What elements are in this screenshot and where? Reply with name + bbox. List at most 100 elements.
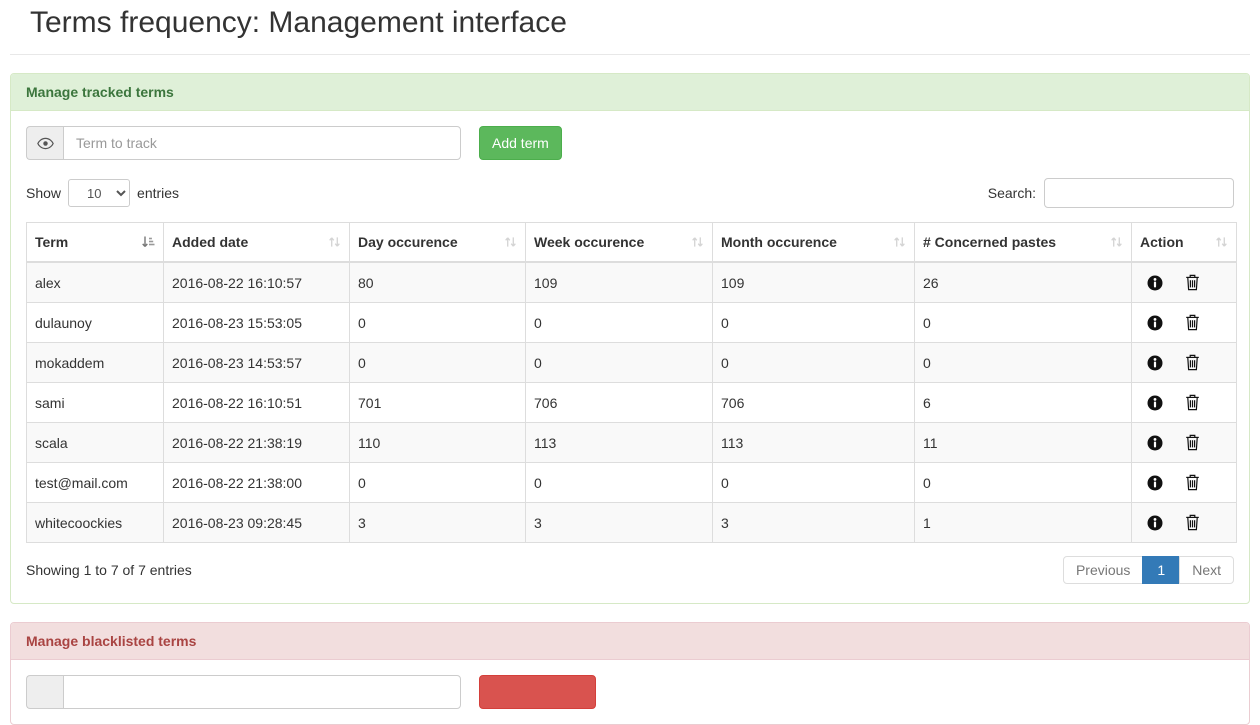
cell-concerned-pastes: 0 (914, 302, 1132, 343)
cell-added-date: 2016-08-22 16:10:57 (163, 261, 350, 303)
table-row: dulaunoy 2016-08-23 15:53:05 0 0 0 0 (26, 302, 1237, 343)
cell-week-occurence: 109 (525, 261, 713, 303)
term-info-button[interactable] (1147, 395, 1163, 411)
blacklist-term-input[interactable] (63, 675, 461, 709)
cell-day-occurence: 0 (349, 302, 526, 343)
cell-week-occurence: 0 (525, 302, 713, 343)
column-header-month-occurence[interactable]: Month occurence (712, 222, 915, 263)
sort-both-icon (893, 236, 906, 249)
table-row: test@mail.com 2016-08-22 21:38:00 0 0 0 0 (26, 462, 1237, 503)
cell-month-occurence: 0 (712, 302, 915, 343)
column-header-concerned-pastes[interactable]: # Concerned pastes (914, 222, 1132, 263)
pagination-next-button[interactable]: Next (1179, 556, 1234, 584)
term-input-group (26, 126, 461, 160)
cell-day-occurence: 80 (349, 261, 526, 303)
cell-action (1131, 261, 1237, 303)
divider (10, 54, 1250, 55)
tracked-terms-panel-body: Add term Show 10 entries Search: (11, 111, 1249, 603)
table-row: whitecoockies 2016-08-23 09:28:45 3 3 3 1 (26, 502, 1237, 543)
column-header-term[interactable]: Term (26, 222, 164, 263)
cell-month-occurence: 109 (712, 261, 915, 303)
table-controls: Show 10 entries Search: (26, 178, 1234, 208)
eye-icon (26, 126, 63, 160)
term-info-button[interactable] (1147, 515, 1163, 531)
cell-day-occurence: 701 (349, 382, 526, 423)
delete-term-button[interactable] (1185, 354, 1200, 371)
blacklist-term-row (26, 675, 1234, 709)
search-label: Search: (987, 185, 1036, 201)
add-term-button[interactable]: Add term (479, 126, 562, 160)
delete-term-button[interactable] (1185, 474, 1200, 491)
table-footer: Showing 1 to 7 of 7 entries Previous 1 N… (26, 556, 1234, 584)
delete-term-button[interactable] (1185, 434, 1200, 451)
cell-added-date: 2016-08-22 21:38:00 (163, 462, 350, 503)
term-to-track-input[interactable] (63, 126, 461, 160)
delete-term-button[interactable] (1185, 394, 1200, 411)
cell-term: scala (26, 422, 164, 463)
column-header-week-occurence[interactable]: Week occurence (525, 222, 713, 263)
cell-added-date: 2016-08-22 21:38:19 (163, 422, 350, 463)
page-container: Terms frequency: Management interface Ma… (0, 6, 1260, 725)
term-info-button[interactable] (1147, 275, 1163, 291)
cell-day-occurence: 0 (349, 462, 526, 503)
table-info-text: Showing 1 to 7 of 7 entries (26, 562, 192, 578)
cell-concerned-pastes: 6 (914, 382, 1132, 423)
blacklist-term-button[interactable] (479, 675, 596, 709)
table-row: mokaddem 2016-08-23 14:53:57 0 0 0 0 (26, 342, 1237, 383)
cell-concerned-pastes: 1 (914, 502, 1132, 543)
table-row: scala 2016-08-22 21:38:19 110 113 113 11 (26, 422, 1237, 463)
cell-added-date: 2016-08-22 16:10:51 (163, 382, 350, 423)
sort-both-icon (504, 236, 517, 249)
term-info-button[interactable] (1147, 435, 1163, 451)
cell-concerned-pastes: 26 (914, 261, 1132, 303)
cell-week-occurence: 706 (525, 382, 713, 423)
delete-term-button[interactable] (1185, 314, 1200, 331)
column-header-action[interactable]: Action (1131, 222, 1237, 263)
cell-action (1131, 382, 1237, 423)
blacklisted-terms-panel: Manage blacklisted terms (10, 622, 1250, 725)
tracked-terms-panel: Manage tracked terms Add term Show 10 (10, 73, 1250, 604)
tracked-terms-table: Term Added date Day occure (26, 222, 1237, 543)
column-header-day-occurence[interactable]: Day occurence (349, 222, 526, 263)
cell-week-occurence: 0 (525, 462, 713, 503)
term-info-button[interactable] (1147, 355, 1163, 371)
table-row: sami 2016-08-22 16:10:51 701 706 706 6 (26, 382, 1237, 423)
delete-term-button[interactable] (1185, 514, 1200, 531)
add-term-row: Add term (26, 126, 1234, 160)
cell-action (1131, 422, 1237, 463)
cell-action (1131, 302, 1237, 343)
cell-added-date: 2016-08-23 14:53:57 (163, 342, 350, 383)
column-header-added-date[interactable]: Added date (163, 222, 350, 263)
search-input[interactable] (1044, 178, 1234, 208)
pagination-previous-button[interactable]: Previous (1062, 556, 1144, 584)
cell-week-occurence: 0 (525, 342, 713, 383)
sort-both-icon (1215, 236, 1228, 249)
sort-both-icon (328, 236, 341, 249)
entries-select[interactable]: 10 (68, 179, 131, 207)
entries-length-control: Show 10 entries (26, 179, 179, 207)
cell-month-occurence: 706 (712, 382, 915, 423)
cell-month-occurence: 3 (712, 502, 915, 543)
cell-concerned-pastes: 0 (914, 462, 1132, 503)
cell-action (1131, 342, 1237, 383)
pagination: Previous 1 Next (1062, 556, 1234, 584)
table-header-row: Term Added date Day occure (26, 222, 1237, 263)
cell-day-occurence: 110 (349, 422, 526, 463)
cell-concerned-pastes: 11 (914, 422, 1132, 463)
term-info-button[interactable] (1147, 315, 1163, 331)
cell-day-occurence: 0 (349, 342, 526, 383)
cell-action (1131, 502, 1237, 543)
cell-term: test@mail.com (26, 462, 164, 503)
delete-term-button[interactable] (1185, 274, 1200, 291)
sort-asc-icon (141, 235, 155, 249)
cell-action (1131, 462, 1237, 503)
cell-week-occurence: 113 (525, 422, 713, 463)
cell-term: whitecoockies (26, 502, 164, 543)
pagination-page-1-button[interactable]: 1 (1142, 556, 1181, 584)
term-info-button[interactable] (1147, 475, 1163, 491)
cell-term: dulaunoy (26, 302, 164, 343)
cell-term: sami (26, 382, 164, 423)
show-label: Show (26, 185, 62, 201)
sort-both-icon (691, 236, 704, 249)
cell-term: mokaddem (26, 342, 164, 383)
